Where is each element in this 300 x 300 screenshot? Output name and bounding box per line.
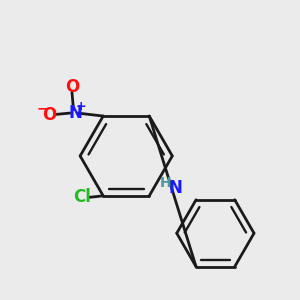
Text: H: H <box>159 176 171 190</box>
Text: O: O <box>43 106 57 124</box>
Text: N: N <box>68 104 82 122</box>
Text: −: − <box>37 101 48 115</box>
Text: O: O <box>65 78 79 96</box>
Text: +: + <box>76 100 86 113</box>
Text: N: N <box>169 179 183 197</box>
Text: Cl: Cl <box>73 188 91 206</box>
